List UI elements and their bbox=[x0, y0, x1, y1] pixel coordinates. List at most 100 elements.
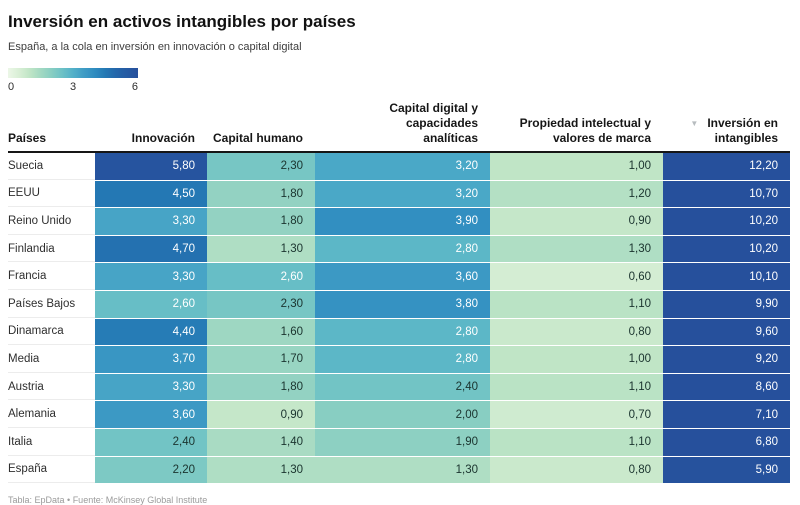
scale-tick-mid: 3 bbox=[69, 81, 77, 93]
heatmap-cell: 2,20 bbox=[95, 456, 207, 484]
row-label: Dinamarca bbox=[8, 319, 95, 346]
column-header-capital-humano[interactable]: Capital humano bbox=[212, 131, 303, 145]
heatmap-cell: 1,60 bbox=[207, 318, 315, 346]
column-header-paises[interactable]: Países bbox=[8, 131, 47, 145]
table-row: EEUU 4,50 1,80 3,20 1,20 10,70 bbox=[8, 180, 790, 209]
row-label: EEUU bbox=[8, 181, 95, 208]
heatmap-cell: 0,80 bbox=[490, 456, 663, 484]
heatmap-cell: 2,80 bbox=[315, 318, 490, 346]
table-row: España 2,20 1,30 1,30 0,80 5,90 bbox=[8, 456, 790, 485]
heatmap-cell: 10,70 bbox=[663, 180, 790, 208]
table-row: Reino Unido 3,30 1,80 3,90 0,90 10,20 bbox=[8, 208, 790, 236]
row-label: Italia bbox=[8, 429, 95, 456]
heatmap-cell: 3,60 bbox=[315, 263, 490, 290]
sort-descending-icon[interactable]: ▼ bbox=[690, 119, 699, 128]
heatmap-cell: 3,20 bbox=[315, 180, 490, 208]
heatmap-cell: 1,80 bbox=[207, 373, 315, 401]
column-header-label: Inversión en intangibles bbox=[707, 116, 778, 145]
heatmap-cell: 2,00 bbox=[315, 401, 490, 428]
row-label: Países Bajos bbox=[8, 291, 95, 318]
heatmap-cell: 2,30 bbox=[207, 153, 315, 180]
heatmap-cell: 1,10 bbox=[490, 290, 663, 318]
table-row: Suecia 5,80 2,30 3,20 1,00 12,20 bbox=[8, 153, 790, 181]
color-scale-gradient-bar bbox=[8, 68, 138, 78]
heatmap-cell: 3,60 bbox=[95, 401, 207, 428]
page-title: Inversión en activos intangibles por paí… bbox=[8, 12, 356, 31]
heatmap-cell: 1,70 bbox=[207, 346, 315, 373]
heatmap-cell: 1,00 bbox=[490, 153, 663, 180]
heatmap-cell: 0,60 bbox=[490, 263, 663, 290]
heatmap-cell: 2,60 bbox=[95, 290, 207, 318]
heatmap-cell: 6,80 bbox=[663, 428, 790, 456]
heatmap-cell: 2,60 bbox=[207, 263, 315, 290]
page-subtitle: España, a la cola en inversión en innova… bbox=[8, 41, 302, 53]
heatmap-cell: 1,90 bbox=[315, 428, 490, 456]
heatmap-cell: 9,90 bbox=[663, 290, 790, 318]
heatmap-cell: 9,60 bbox=[663, 318, 790, 346]
heatmap-cell: 1,40 bbox=[207, 428, 315, 456]
heatmap-cell: 8,60 bbox=[663, 373, 790, 401]
heatmap-cell: 1,00 bbox=[490, 346, 663, 373]
source-note: Tabla: EpData • Fuente: McKinsey Global … bbox=[8, 495, 208, 505]
table-row: Austria 3,30 1,80 2,40 1,10 8,60 bbox=[8, 373, 790, 402]
heatmap-cell: 1,20 bbox=[490, 180, 663, 208]
column-header-innovacion[interactable]: Innovación bbox=[131, 131, 195, 145]
row-label: Francia bbox=[8, 263, 95, 290]
heatmap-cell: 2,40 bbox=[315, 373, 490, 401]
table-header-row: Países Innovación Capital humano Capital… bbox=[8, 101, 790, 153]
heatmap-cell: 1,80 bbox=[207, 180, 315, 208]
color-scale-legend: 0 3 6 bbox=[8, 68, 138, 93]
heatmap-cell: 4,40 bbox=[95, 318, 207, 346]
heatmap-cell: 3,30 bbox=[95, 208, 207, 235]
heatmap-cell: 2,80 bbox=[315, 235, 490, 263]
heatmap-cell: 2,30 bbox=[207, 290, 315, 318]
heatmap-cell: 10,20 bbox=[663, 235, 790, 263]
table-row: Media 3,70 1,70 2,80 1,00 9,20 bbox=[8, 346, 790, 374]
heatmap-cell: 1,10 bbox=[490, 373, 663, 401]
heatmap-cell: 0,90 bbox=[207, 401, 315, 428]
heatmap-cell: 10,10 bbox=[663, 263, 790, 290]
row-label: España bbox=[8, 457, 95, 484]
heatmap-cell: 4,70 bbox=[95, 235, 207, 263]
heatmap-cell: 3,20 bbox=[315, 153, 490, 180]
heatmap-cell: 0,70 bbox=[490, 401, 663, 428]
table-row: Finlandia 4,70 1,30 2,80 1,30 10,20 bbox=[8, 235, 790, 264]
heatmap-cell: 4,50 bbox=[95, 180, 207, 208]
row-label: Alemania bbox=[8, 401, 95, 428]
row-label: Media bbox=[8, 346, 95, 373]
heatmap-cell: 5,80 bbox=[95, 153, 207, 180]
column-header-inversion-intangibles[interactable]: ▼ Inversión en intangibles bbox=[663, 116, 790, 146]
scale-tick-min: 0 bbox=[8, 81, 15, 93]
heatmap-cell: 2,40 bbox=[95, 428, 207, 456]
heatmap-cell: 12,20 bbox=[663, 153, 790, 180]
heatmap-cell: 0,80 bbox=[490, 318, 663, 346]
heatmap-cell: 2,80 bbox=[315, 346, 490, 373]
heatmap-cell: 9,20 bbox=[663, 346, 790, 373]
column-header-propiedad-intelectual[interactable]: Propiedad intelectual y valores de marca bbox=[519, 116, 651, 145]
heatmap-cell: 0,90 bbox=[490, 208, 663, 235]
column-header-capital-digital[interactable]: Capital digital y capacidades analíticas bbox=[389, 101, 478, 145]
epdata-heatmap-widget: Inversión en activos intangibles por paí… bbox=[8, 12, 790, 505]
heatmap-cell: 1,10 bbox=[490, 428, 663, 456]
table-row: Francia 3,30 2,60 3,60 0,60 10,10 bbox=[8, 263, 790, 291]
table-row: Dinamarca 4,40 1,60 2,80 0,80 9,60 bbox=[8, 318, 790, 347]
heatmap-cell: 3,80 bbox=[315, 290, 490, 318]
heatmap-cell: 3,30 bbox=[95, 373, 207, 401]
row-label: Suecia bbox=[8, 153, 95, 180]
heatmap-cell: 1,30 bbox=[315, 456, 490, 484]
table-row: Países Bajos 2,60 2,30 3,80 1,10 9,90 bbox=[8, 290, 790, 319]
table-body: Suecia 5,80 2,30 3,20 1,00 12,20 EEUU 4,50 1,80 3… bbox=[8, 153, 790, 484]
table-row: Alemania 3,60 0,90 2,00 0,70 7,10 bbox=[8, 401, 790, 429]
heatmap-cell: 3,30 bbox=[95, 263, 207, 290]
scale-tick-max: 6 bbox=[131, 81, 138, 93]
heatmap-cell: 1,30 bbox=[490, 235, 663, 263]
color-scale-ticks: 0 3 6 bbox=[8, 81, 138, 93]
heatmap-cell: 3,70 bbox=[95, 346, 207, 373]
heatmap-cell: 1,30 bbox=[207, 235, 315, 263]
heatmap-cell: 1,80 bbox=[207, 208, 315, 235]
heatmap-table: Países Innovación Capital humano Capital… bbox=[8, 101, 790, 484]
heatmap-cell: 7,10 bbox=[663, 401, 790, 428]
heatmap-cell: 1,30 bbox=[207, 456, 315, 484]
heatmap-cell: 10,20 bbox=[663, 208, 790, 235]
row-label: Austria bbox=[8, 374, 95, 401]
